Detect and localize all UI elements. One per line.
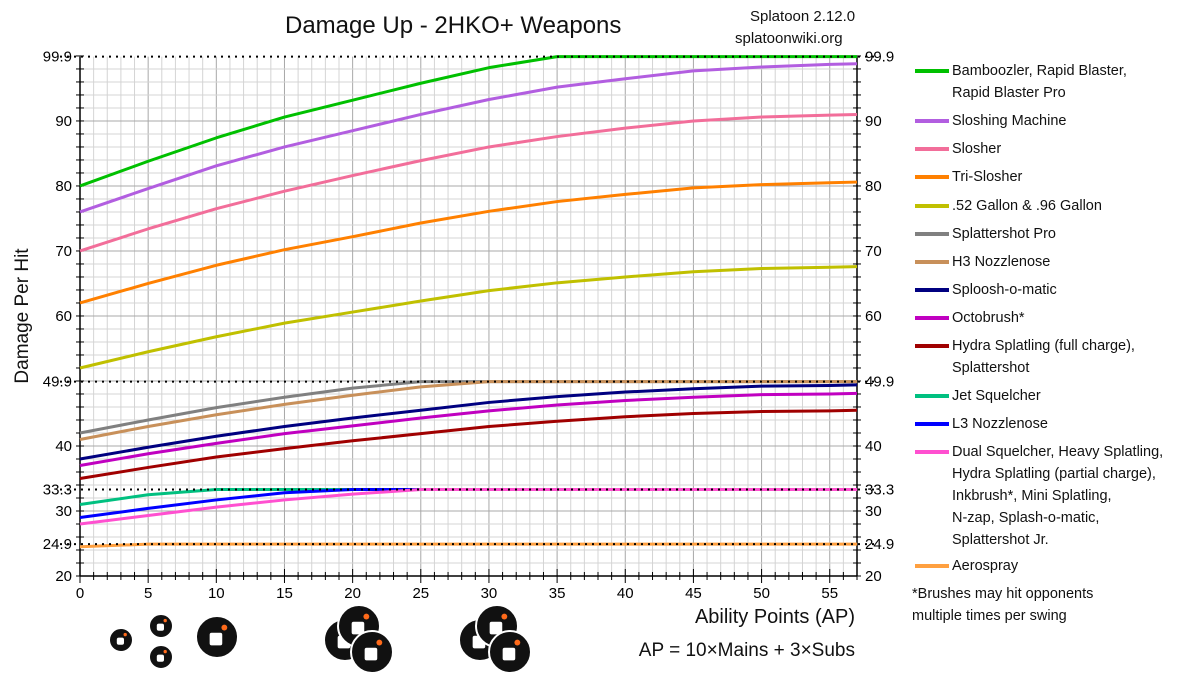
legend-swatch [915,119,949,123]
legend-label: Splattershot Pro [952,226,1056,242]
legend-swatch [915,175,949,179]
legend-label: L3 Nozzlenose [952,416,1048,432]
ability-chunk-icon [514,639,521,646]
y-tick-label: 99.9 [865,49,894,66]
ability-chunk-icon [163,618,167,623]
x-tick-label: 45 [685,585,702,602]
legend-label: Octobrush* [952,310,1025,326]
legend-label: Aerospray [952,558,1019,574]
legend-label: Bamboozler, Rapid Blaster, Rapid Blaster… [952,63,1127,101]
y-tick-label: 24.9 [43,536,72,553]
y-tick-label: 80 [865,178,882,195]
ability-chunk-icon [376,639,383,646]
ability-chunk-icon [116,637,124,645]
series-line [79,488,857,526]
x-tick-label: 10 [208,585,225,602]
footnote: *Brushes may hit opponents multiple time… [912,586,1094,624]
ability-chunk-icon [156,623,164,631]
legend-swatch [915,232,949,236]
legend-swatch [915,260,949,264]
y-axis-label: Damage Per Hit [12,248,33,384]
x-axis-note: AP = 10×Mains + 3×Subs [638,640,855,661]
y-tick-label: 33.3 [865,482,894,499]
ability-chunk-icon [351,621,365,635]
y-tick-label: 40 [55,438,72,455]
x-tick-label: 40 [617,585,634,602]
legend-label: Hydra Splatling (full charge), Splatters… [952,338,1135,376]
y-tick-label: 70 [865,243,882,260]
ability-chunk-icon [501,613,508,620]
ability-chunk-icon [489,621,503,635]
legend-label: H3 Nozzlenose [952,254,1051,270]
y-tick-label: 90 [865,113,882,130]
ability-chunk-icon [163,649,167,654]
legend-label: Tri-Slosher [952,169,1023,185]
legend-swatch [915,450,949,454]
y-tick-label: 20 [865,568,882,585]
y-tick-label: 60 [865,308,882,325]
y-tick-label: 30 [865,503,882,520]
y-tick-label: 30 [55,503,72,520]
ability-chunk-icon [156,654,164,662]
series-line [79,265,858,370]
version-label: Splatoon 2.12.0 [750,8,856,25]
x-tick-label: 35 [549,585,566,602]
chart-title: Damage Up - 2HKO+ Weapons [285,12,622,39]
y-tick-label: 49.9 [865,374,894,391]
x-tick-label: 55 [821,585,838,602]
y-tick-label: 20 [55,568,72,585]
legend-label: Dual Squelcher, Heavy Splatling, Hydra S… [952,444,1164,548]
series-line [79,62,858,214]
legend-label: Slosher [952,141,1002,157]
series-line [79,383,858,461]
y-tick-label: 60 [55,308,72,325]
x-tick-label: 5 [144,585,152,602]
legend-swatch [915,394,949,398]
series-line [79,112,858,253]
legend-swatch [915,288,949,292]
y-tick-label: 70 [55,243,72,260]
legend-label: Sloshing Machine [952,113,1067,129]
x-tick-label: 15 [276,585,293,602]
x-tick-label: 25 [412,585,429,602]
ability-chunk-icon [364,647,378,661]
series-line [79,408,858,480]
legend-swatch [915,316,949,320]
legend-swatch [915,69,949,73]
ability-chunk-icon [363,613,370,620]
x-tick-label: 30 [481,585,498,602]
y-tick-label: 40 [865,438,882,455]
source-label: splatoonwiki.org [735,30,843,47]
series-line [79,180,858,305]
legend-swatch [915,147,949,151]
y-tick-label: 80 [55,178,72,195]
x-tick-label: 20 [344,585,361,602]
ability-chunk-icon [209,632,223,646]
y-tick-label: 49.9 [43,374,72,391]
legend-label: .52 Gallon & .96 Gallon [952,198,1102,214]
y-tick-label: 90 [55,113,72,130]
ability-chunk-icon [123,632,127,637]
series-line [79,391,858,467]
ability-chunk-icon [502,647,516,661]
legend-swatch [915,564,949,568]
x-tick-label: 0 [76,585,84,602]
x-tick-label: 50 [753,585,770,602]
ability-chunk-icon [221,624,228,631]
y-tick-label: 99.9 [43,49,72,66]
series-line [79,488,857,519]
y-tick-label: 33.3 [43,482,72,499]
y-tick-label: 24.9 [865,536,894,553]
legend-label: Sploosh-o-matic [952,282,1057,298]
legend-label: Jet Squelcher [952,388,1041,404]
legend-swatch [915,204,949,208]
x-axis-label: Ability Points (AP) [694,606,855,628]
legend-swatch [915,344,949,348]
legend-swatch [915,422,949,426]
